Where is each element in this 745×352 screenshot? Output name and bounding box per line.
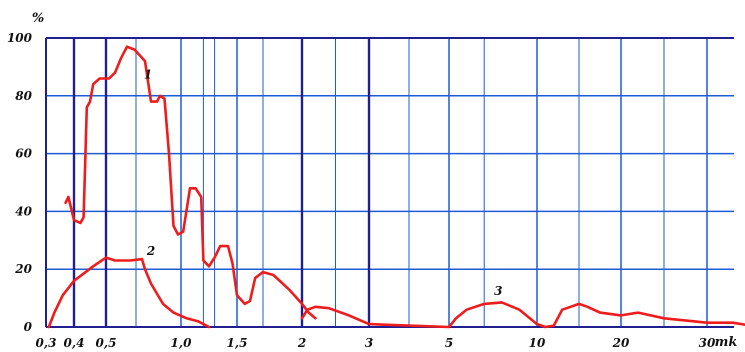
x-tick-label: 2 — [297, 336, 306, 350]
curve-2 — [47, 256, 211, 329]
y-tick-label: 0 — [24, 320, 33, 334]
y-tick-label: 20 — [14, 262, 32, 276]
x-axis-label: mk — [715, 335, 738, 350]
curve-1 — [64, 45, 317, 320]
curve-label: 2 — [146, 244, 155, 258]
y-tick-label: 40 — [15, 204, 32, 218]
curve-label: 1 — [144, 67, 152, 81]
y-tick-label: 100 — [7, 31, 33, 45]
x-tick-label: 3 — [365, 336, 373, 350]
y-tick-label: 80 — [15, 89, 32, 103]
x-tick-label: 10 — [529, 336, 546, 350]
curve-3 — [300, 301, 745, 329]
x-tick-label: 5 — [445, 336, 453, 350]
x-tick-label: 1,5 — [227, 336, 248, 350]
y-axis-label: % — [32, 11, 44, 26]
x-tick-label: 30 — [699, 336, 716, 350]
x-tick-label: 0,4 — [64, 336, 85, 350]
y-tick-label: 60 — [15, 147, 32, 161]
x-tick-label: 0,5 — [96, 336, 117, 350]
x-tick-label: 0,3 — [36, 336, 57, 350]
x-tick-label: 1,0 — [171, 336, 193, 350]
curve-label: 3 — [494, 284, 502, 298]
x-tick-label: 20 — [612, 336, 630, 350]
